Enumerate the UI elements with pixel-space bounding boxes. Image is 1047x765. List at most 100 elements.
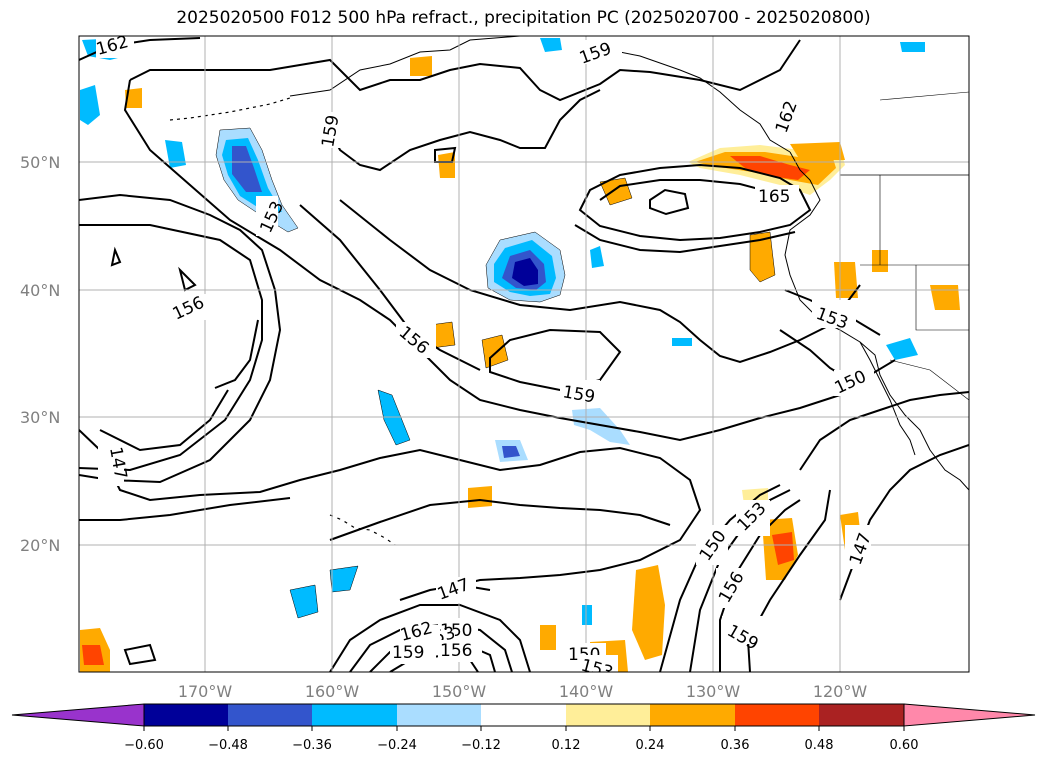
baja-california xyxy=(859,341,916,456)
colorbar-tick-label: 0.60 xyxy=(890,738,919,753)
contour-156-trough xyxy=(79,193,282,484)
colorbar-ticks xyxy=(143,726,905,731)
colorbar-segment xyxy=(144,704,228,726)
colorbar-segment xyxy=(481,704,566,726)
pos-area-south-4 xyxy=(468,486,492,508)
contour-south-nested-1 xyxy=(329,604,531,672)
pos-area-coast xyxy=(749,231,776,283)
colorbar-tick-label: −0.36 xyxy=(292,738,332,753)
alaska-coast xyxy=(289,36,791,153)
neg-area-sw-core xyxy=(502,446,520,458)
neg-area-mid-spot xyxy=(590,246,604,268)
colorbar-tick-label: 0.12 xyxy=(552,738,581,753)
colorbar-segment xyxy=(312,704,397,726)
contour-153-se xyxy=(689,489,791,672)
neg-area-aleutian-inner xyxy=(232,146,262,192)
lon-label: 170°W xyxy=(178,682,233,701)
colorbar-border xyxy=(143,703,905,727)
contour-small-loop3 xyxy=(178,266,197,292)
coastlines xyxy=(169,36,969,546)
colorbar-segment xyxy=(228,704,312,726)
colorbar-segment xyxy=(819,704,904,726)
colorbar: −0.60 −0.48 −0.36 −0.24 −0.12 0.12 0.24 … xyxy=(11,703,1036,753)
contour-159-alaska xyxy=(329,89,601,172)
map-title: 2025020500 F012 500 hPa refract., precip… xyxy=(176,8,871,28)
colorbar-tick-label: 0.48 xyxy=(805,738,834,753)
contour-159-nw xyxy=(129,39,801,102)
lat-label: 20°N xyxy=(20,536,60,555)
pos-area-nor-cal xyxy=(930,285,960,310)
colorbar-tick-label: −0.60 xyxy=(124,738,164,753)
contour-153-trough xyxy=(79,224,263,472)
pos-area-south-1 xyxy=(632,565,665,660)
neg-area-spot3 xyxy=(900,42,925,52)
colorbar-tick-label: 0.36 xyxy=(721,738,750,753)
colorbar-extend-right xyxy=(903,703,1036,727)
contour-156-ridge xyxy=(299,204,481,371)
contour-label: 162 xyxy=(94,32,131,60)
contour-153-inner xyxy=(214,319,259,389)
colorbar-tick-label: −0.24 xyxy=(377,738,417,753)
mexico-border xyxy=(889,359,969,401)
neg-area-nw xyxy=(80,85,100,125)
colorbar-tick-label: 0.24 xyxy=(636,738,665,753)
neg-area-south-c xyxy=(582,605,592,625)
contour-150-inner xyxy=(99,389,229,452)
contour-162-loop xyxy=(578,163,812,242)
lat-label: 30°N xyxy=(20,408,60,427)
neg-area-spot2 xyxy=(540,38,562,52)
lon-label: 120°W xyxy=(813,682,868,701)
colorbar-extend-left xyxy=(11,703,145,727)
pos-area-spot-b xyxy=(410,56,432,76)
contour-159-se xyxy=(746,489,831,672)
neg-area-baja xyxy=(886,338,918,360)
colorbar-segment xyxy=(735,704,819,726)
contour-label: 165 xyxy=(758,187,790,207)
pos-area-spot-f xyxy=(540,625,556,650)
contour-small-loop2 xyxy=(110,246,122,267)
lon-label: 130°W xyxy=(686,682,741,701)
neg-area-spot1 xyxy=(165,140,186,168)
neg-area-south-a xyxy=(289,584,319,619)
pos-area-sw-corner-red xyxy=(82,645,104,665)
neg-area-south-b xyxy=(329,565,359,593)
contour-small-loop xyxy=(123,643,157,666)
contour-156-se xyxy=(719,499,801,672)
neg-area-mid-spot2 xyxy=(672,338,692,346)
pos-area-south-2-red xyxy=(772,532,794,565)
hawaii-islands xyxy=(329,514,396,546)
lat-label: 40°N xyxy=(20,281,60,300)
contour-150-south xyxy=(329,498,671,541)
contour-147-bulge xyxy=(79,497,291,521)
pos-area-spot-a xyxy=(125,88,142,108)
colorbar-tick-label: −0.48 xyxy=(208,738,248,753)
gridlines xyxy=(79,36,969,672)
latitude-labels: 50°N 40°N 30°N 20°N xyxy=(20,153,60,555)
plot-area xyxy=(79,36,969,672)
contour-159-long xyxy=(339,199,861,364)
state-lines xyxy=(860,175,969,331)
colorbar-segment xyxy=(397,704,481,726)
contour-150-east xyxy=(799,391,969,471)
contour-159-closed xyxy=(489,328,622,392)
lat-label: 50°N xyxy=(20,153,60,172)
contour-162-pnw xyxy=(574,224,796,254)
contour-outer-trough xyxy=(123,79,870,442)
contour-165-inner xyxy=(649,188,690,216)
colorbar-tick-label: −0.12 xyxy=(461,738,501,753)
lon-label: 160°W xyxy=(305,682,360,701)
pos-area-bc xyxy=(790,142,845,160)
contour-labels: 162 159 159 162 153 165 156 156 153 159 … xyxy=(94,32,876,672)
longitude-labels: 170°W 160°W 150°W 140°W 130°W 120°W xyxy=(178,682,868,701)
lon-label: 150°W xyxy=(432,682,487,701)
contour-label: 156 xyxy=(440,641,472,661)
pos-area-spot-c xyxy=(438,152,455,178)
colorbar-segment xyxy=(650,704,735,726)
contour-label: 159 xyxy=(392,643,424,663)
colorbar-segment xyxy=(566,704,650,726)
neg-area-central-core xyxy=(512,258,538,286)
lon-label: 140°W xyxy=(559,682,614,701)
canada-province-line xyxy=(879,91,969,101)
positive-precip-areas xyxy=(80,56,960,672)
